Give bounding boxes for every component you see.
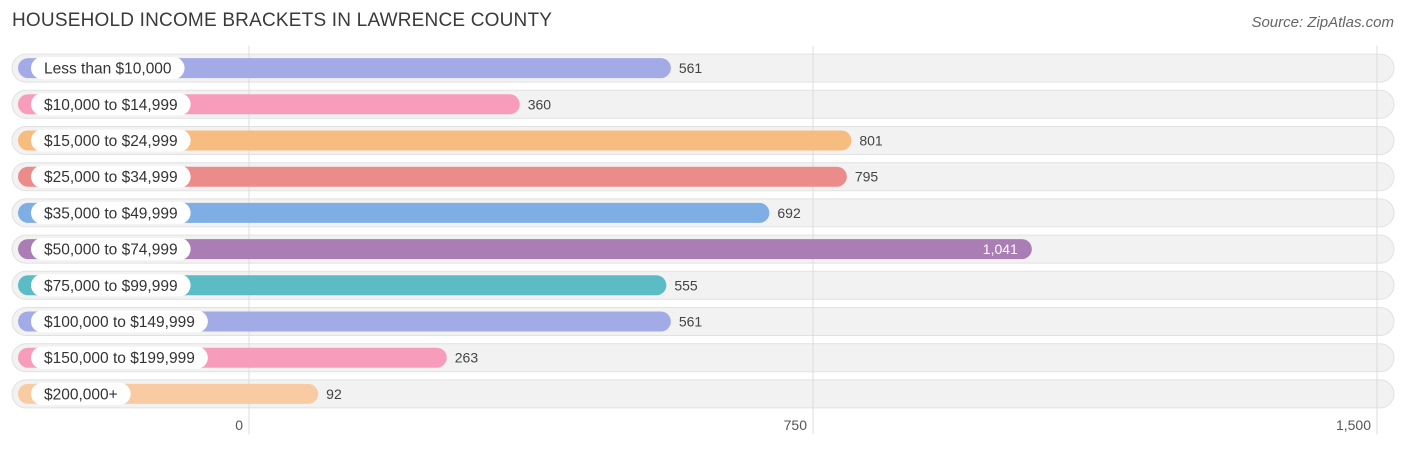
value-label: 263 <box>455 350 479 366</box>
category-label: $35,000 to $49,999 <box>44 205 178 222</box>
category-pill <box>31 274 191 297</box>
category-label: $200,000+ <box>44 386 118 403</box>
bar <box>18 166 847 187</box>
category-pill <box>31 57 185 80</box>
value-label: 561 <box>679 60 703 76</box>
category-pill <box>31 129 191 152</box>
x-tick-label: 1,500 <box>1336 417 1371 433</box>
chart-title: HOUSEHOLD INCOME BRACKETS IN LAWRENCE CO… <box>12 10 553 31</box>
bar <box>18 239 1032 260</box>
category-label: $10,000 to $14,999 <box>44 97 178 114</box>
category-label: $150,000 to $199,999 <box>44 350 195 367</box>
category-pill <box>31 201 191 224</box>
category-label: Less than $10,000 <box>44 61 172 78</box>
value-label: 360 <box>528 96 552 112</box>
category-label: $50,000 to $74,999 <box>44 242 178 259</box>
category-label: $100,000 to $149,999 <box>44 314 195 331</box>
category-pill <box>31 93 191 116</box>
bar <box>18 202 770 223</box>
category-label: $75,000 to $99,999 <box>44 278 178 295</box>
value-label: 692 <box>777 205 801 221</box>
category-pill <box>31 165 191 188</box>
category-pill <box>31 238 191 261</box>
category-label: $25,000 to $34,999 <box>44 169 178 186</box>
value-label: 555 <box>674 277 698 293</box>
value-label: 561 <box>679 314 703 330</box>
bar <box>18 130 852 151</box>
category-pill <box>31 310 208 333</box>
category-pill <box>31 382 131 405</box>
category-pill <box>31 346 208 369</box>
x-tick-label: 750 <box>784 417 808 433</box>
value-label: 92 <box>326 386 342 402</box>
source-label: Source: ZipAtlas.com <box>1251 14 1394 31</box>
category-label: $15,000 to $24,999 <box>44 133 178 150</box>
x-tick-label: 0 <box>235 417 243 433</box>
value-label: 1,041 <box>983 241 1018 257</box>
value-label: 801 <box>859 133 883 149</box>
row-track <box>11 379 1395 409</box>
value-label: 795 <box>855 169 879 185</box>
